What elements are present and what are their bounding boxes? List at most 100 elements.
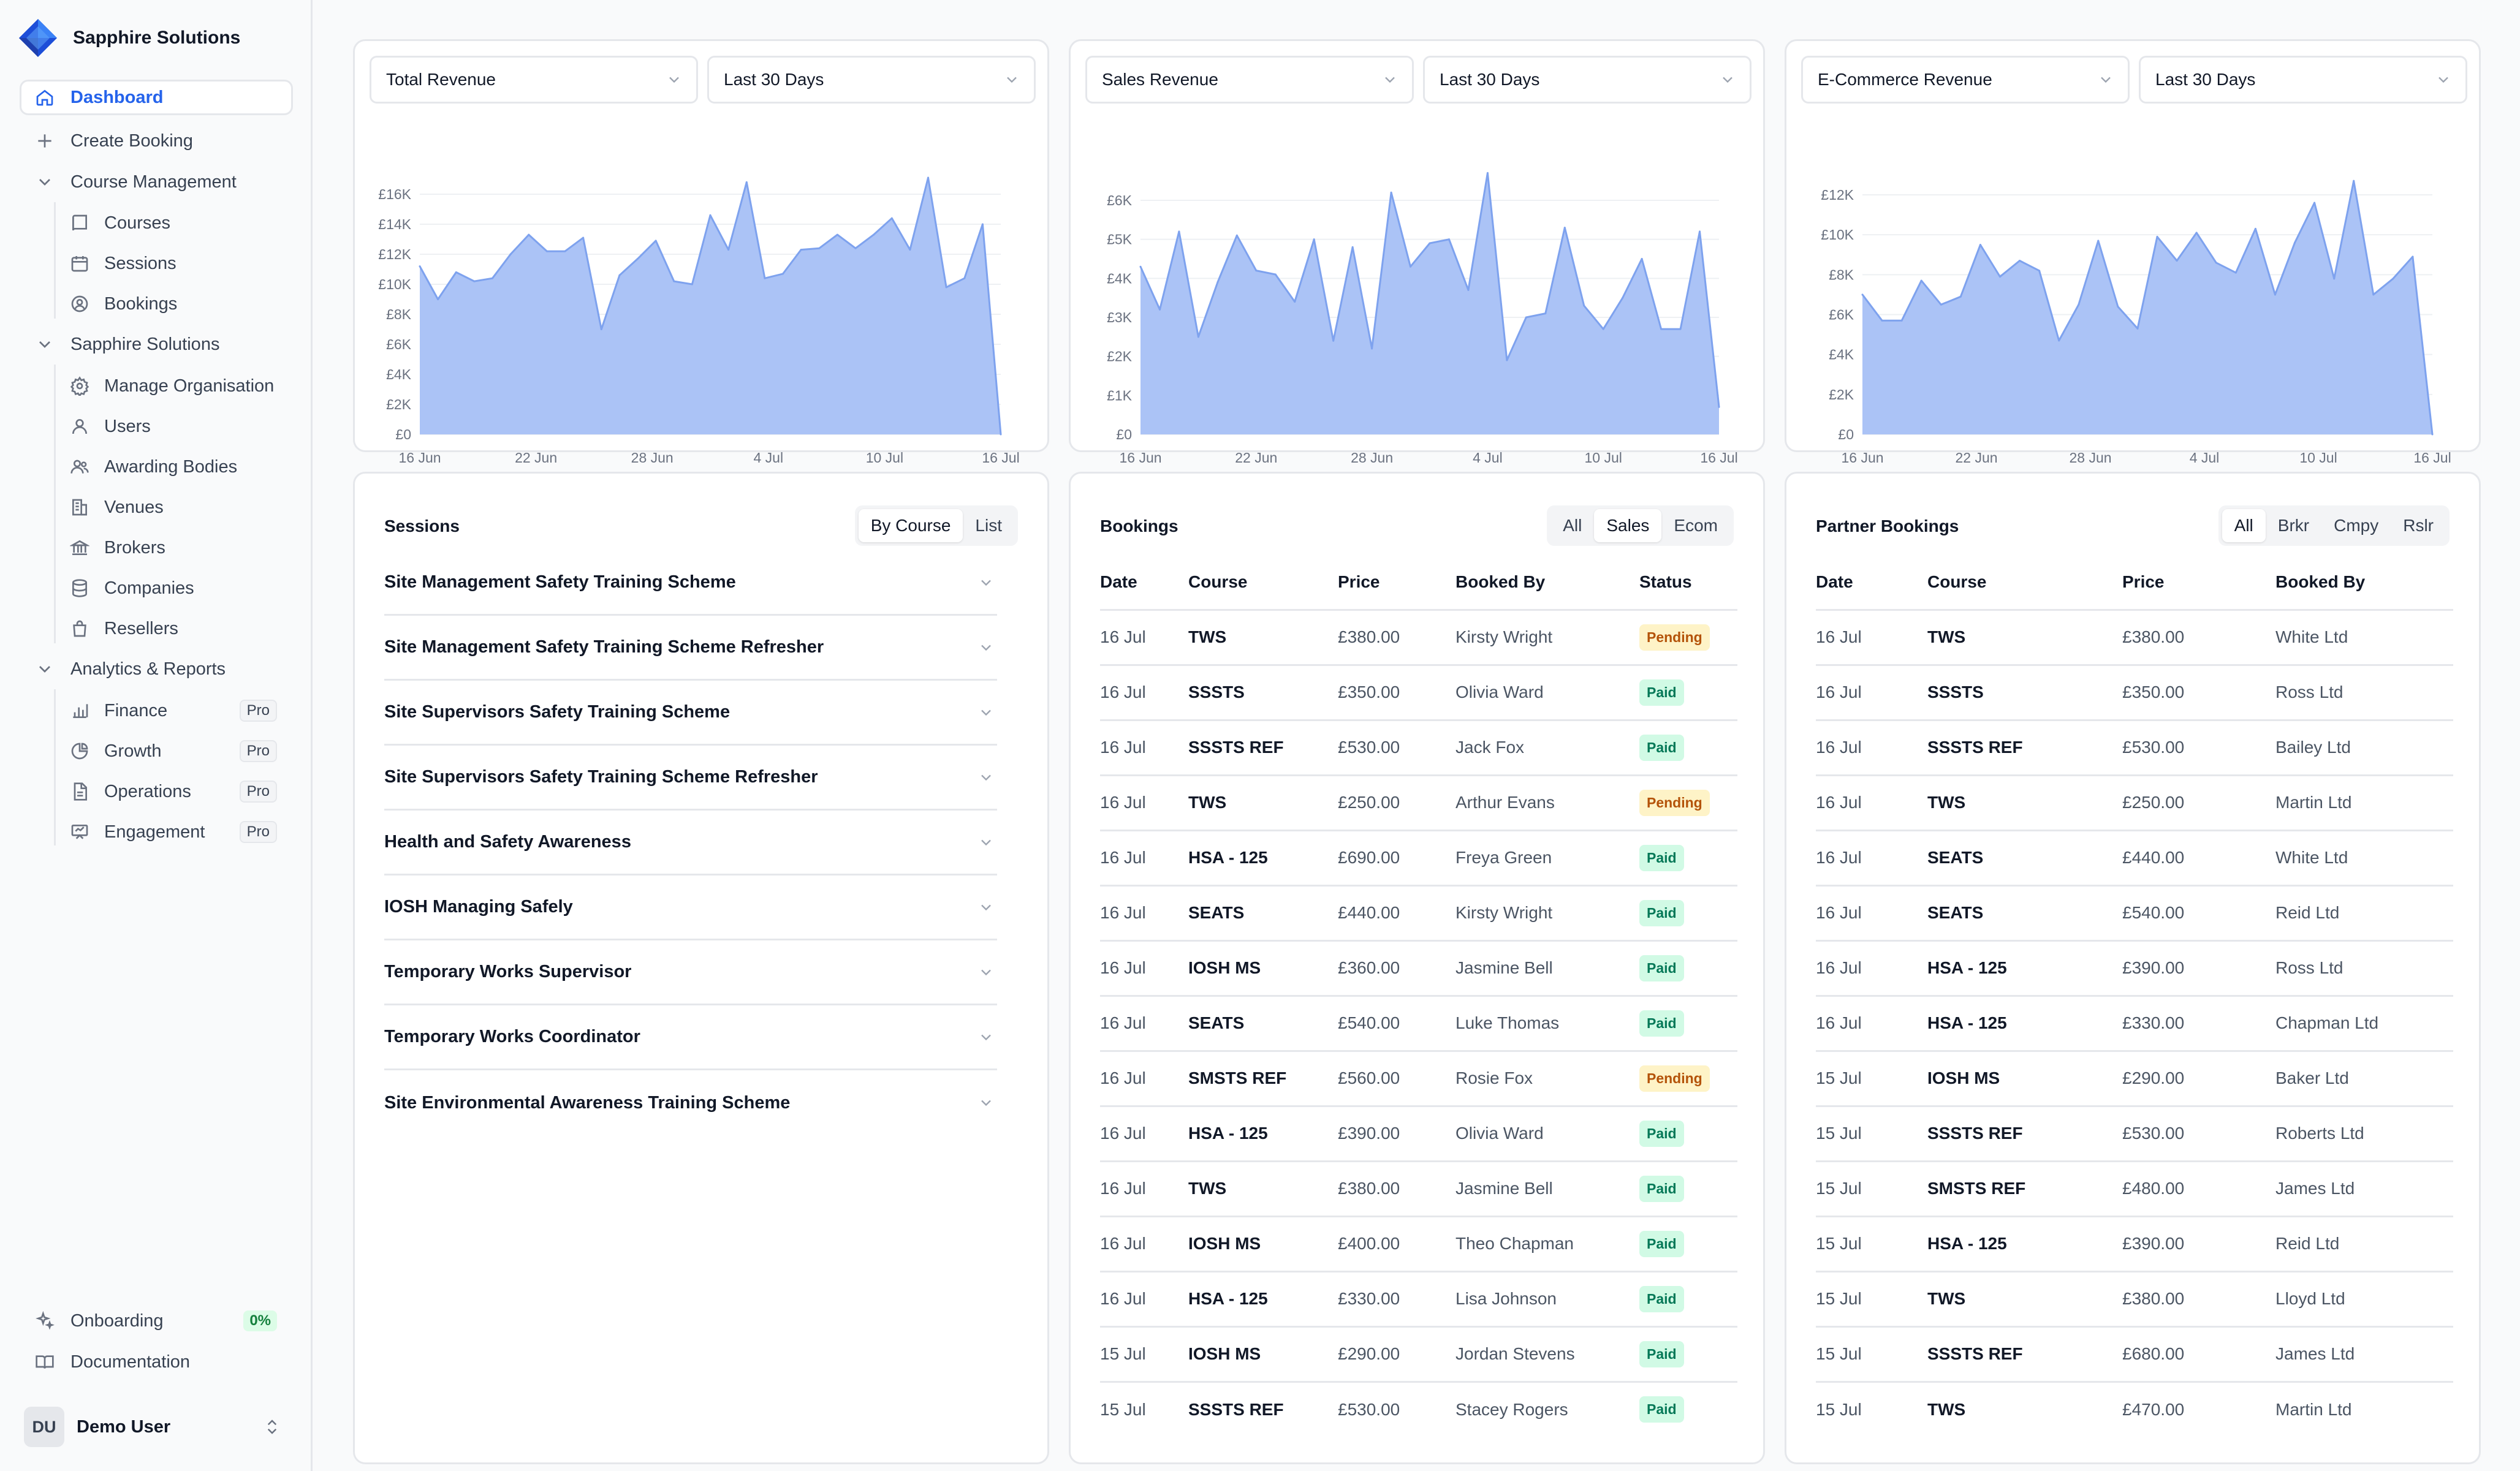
table-row[interactable]: 15 Jul TWS £380.00 Lloyd Ltd: [1816, 1271, 2453, 1328]
sidebar-section-organisation[interactable]: Sapphire Solutions: [35, 327, 219, 362]
sidebar-item-brokers[interactable]: Brokers: [70, 530, 165, 565]
table-row[interactable]: 16 Jul HSA - 125 £390.00 Ross Ltd: [1816, 940, 2453, 997]
metric-select[interactable]: Sales Revenue: [1085, 56, 1414, 104]
metric-select[interactable]: E-Commerce Revenue: [1801, 56, 2130, 104]
sidebar-item-resellers[interactable]: Resellers: [70, 611, 178, 646]
table-row[interactable]: 16 Jul HSA - 125 £690.00 Freya Green Paid: [1100, 830, 1737, 887]
sidebar-item-operations[interactable]: Operations Pro: [70, 774, 277, 809]
session-course-row[interactable]: Temporary Works Coordinator: [384, 1005, 997, 1070]
table-row[interactable]: 16 Jul SEATS £440.00 White Ltd: [1816, 830, 2453, 887]
column-header[interactable]: Booked By: [2275, 556, 2453, 611]
x-tick-label: 4 Jul: [1473, 450, 1503, 466]
session-course-row[interactable]: Site Management Safety Training Scheme R…: [384, 616, 997, 681]
column-header[interactable]: Date: [1100, 556, 1188, 611]
table-row[interactable]: 16 Jul HSA - 125 £330.00 Lisa Johnson Paid: [1100, 1271, 1737, 1328]
sidebar-item-documentation[interactable]: Documentation: [35, 1344, 190, 1380]
column-header[interactable]: Price: [2122, 556, 2275, 611]
table-row[interactable]: 16 Jul HSA - 125 £390.00 Olivia Ward Paid: [1100, 1106, 1737, 1162]
chevron-down-icon: [1385, 77, 1395, 83]
period-select[interactable]: Last 30 Days: [2139, 56, 2467, 104]
user-menu[interactable]: DU Demo User: [24, 1407, 281, 1447]
table-row[interactable]: 16 Jul TWS £250.00 Martin Ltd: [1816, 775, 2453, 831]
sidebar-item-onboarding[interactable]: Onboarding 0%: [35, 1303, 277, 1339]
course-cell: TWS: [1927, 610, 2122, 666]
column-header[interactable]: Status: [1639, 556, 1737, 611]
by-cell: Freya Green: [1455, 830, 1639, 887]
sidebar-item-growth[interactable]: Growth Pro: [70, 733, 277, 769]
sidebar-item-create-booking[interactable]: Create Booking: [35, 123, 193, 159]
table-row[interactable]: 15 Jul IOSH MS £290.00 Baker Ltd: [1816, 1051, 2453, 1107]
table-row[interactable]: 16 Jul SEATS £440.00 Kirsty Wright Paid: [1100, 885, 1737, 942]
brand[interactable]: Sapphire Solutions: [18, 18, 240, 58]
filter-all[interactable]: All: [1563, 516, 1582, 535]
session-course-row[interactable]: Temporary Works Supervisor: [384, 940, 997, 1005]
column-header[interactable]: Price: [1338, 556, 1455, 611]
data-point: [1622, 297, 1624, 299]
sidebar-item-courses[interactable]: Courses: [70, 205, 170, 241]
period-select[interactable]: Last 30 Days: [1423, 56, 1751, 104]
pro-badge: Pro: [239, 781, 277, 803]
filter-sales[interactable]: Sales: [1594, 509, 1662, 542]
table-row[interactable]: 16 Jul SEATS £540.00 Luke Thomas Paid: [1100, 996, 1737, 1052]
sidebar-item-venues[interactable]: Venues: [70, 490, 164, 525]
status-cell: Paid: [1639, 830, 1737, 887]
sidebar-section-course-management[interactable]: Course Management: [35, 164, 237, 200]
session-course-row[interactable]: IOSH Managing Safely: [384, 875, 997, 940]
toggle-by-course[interactable]: By Course: [858, 509, 963, 542]
table-row[interactable]: 16 Jul SSSTS £350.00 Olivia Ward Paid: [1100, 665, 1737, 721]
sidebar-item-users[interactable]: Users: [70, 409, 151, 444]
table-row[interactable]: 15 Jul SSSTS REF £530.00 Stacey Rogers Paid: [1100, 1382, 1737, 1437]
metric-select[interactable]: Total Revenue: [370, 56, 698, 104]
column-header[interactable]: Date: [1816, 556, 1927, 611]
table-row[interactable]: 16 Jul SMSTS REF £560.00 Rosie Fox Pending: [1100, 1051, 1737, 1107]
filter-all[interactable]: All: [2222, 509, 2266, 542]
bank-icon: [70, 540, 89, 555]
sidebar-item-companies[interactable]: Companies: [70, 570, 194, 606]
table-row[interactable]: 16 Jul IOSH MS £360.00 Jasmine Bell Paid: [1100, 940, 1737, 997]
table-row[interactable]: 16 Jul SSSTS REF £530.00 Bailey Ltd: [1816, 720, 2453, 776]
data-point: [1602, 328, 1604, 330]
column-header[interactable]: Course: [1188, 556, 1338, 611]
table-row[interactable]: 15 Jul SSSTS REF £530.00 Roberts Ltd: [1816, 1106, 2453, 1162]
table-row[interactable]: 16 Jul SSSTS £350.00 Ross Ltd: [1816, 665, 2453, 721]
filter-company[interactable]: Cmpy: [2334, 516, 2379, 535]
table-row[interactable]: 15 Jul SSSTS REF £680.00 James Ltd: [1816, 1326, 2453, 1383]
table-row[interactable]: 16 Jul HSA - 125 £330.00 Chapman Ltd: [1816, 996, 2453, 1052]
session-course-row[interactable]: Health and Safety Awareness: [384, 811, 997, 875]
sidebar-section-analytics[interactable]: Analytics & Reports: [35, 651, 226, 687]
filter-reseller[interactable]: Rslr: [2403, 516, 2434, 535]
sidebar-item-finance[interactable]: Finance Pro: [70, 693, 277, 728]
table-row[interactable]: 16 Jul TWS £380.00 Jasmine Bell Paid: [1100, 1161, 1737, 1217]
toggle-list[interactable]: List: [975, 516, 1002, 535]
table-row[interactable]: 16 Jul TWS £380.00 White Ltd: [1816, 610, 2453, 666]
column-header[interactable]: Course: [1927, 556, 2122, 611]
partner-bookings-table: Date Course Price Booked By 16 Jul TWS £38…: [1816, 556, 2453, 1437]
table-row[interactable]: 16 Jul SEATS £540.00 Reid Ltd: [1816, 885, 2453, 942]
table-row[interactable]: 15 Jul TWS £470.00 Martin Ltd: [1816, 1382, 2453, 1437]
sidebar-item-manage-organisation[interactable]: Manage Organisation: [70, 368, 274, 404]
period-select[interactable]: Last 30 Days: [707, 56, 1036, 104]
table-row[interactable]: 16 Jul SSSTS REF £530.00 Jack Fox Paid: [1100, 720, 1737, 776]
sidebar-item-sessions[interactable]: Sessions: [70, 246, 176, 281]
table-row[interactable]: 15 Jul IOSH MS £290.00 Jordan Stevens Paid: [1100, 1326, 1737, 1383]
filter-broker[interactable]: Brkr: [2277, 516, 2310, 535]
sidebar-item-engagement[interactable]: Engagement Pro: [70, 814, 277, 850]
session-course-row[interactable]: Site Environmental Awareness Training Sc…: [384, 1070, 997, 1135]
sidebar-item-bookings[interactable]: Bookings: [70, 286, 177, 322]
session-course-row[interactable]: Site Management Safety Training Scheme: [384, 551, 997, 616]
session-course-name: IOSH Managing Safely: [384, 897, 573, 917]
sidebar-item-label: Operations: [104, 781, 191, 801]
session-course-row[interactable]: Site Supervisors Safety Training Scheme …: [384, 746, 997, 811]
table-row[interactable]: 16 Jul IOSH MS £400.00 Theo Chapman Paid: [1100, 1216, 1737, 1272]
filter-ecom[interactable]: Ecom: [1674, 516, 1718, 535]
table-row[interactable]: 16 Jul TWS £380.00 Kirsty Wright Pending: [1100, 610, 1737, 666]
sidebar-item-dashboard[interactable]: Dashboard: [20, 80, 293, 115]
sidebar-item-awarding-bodies[interactable]: Awarding Bodies: [70, 449, 237, 485]
status-cell: Paid: [1639, 1271, 1737, 1328]
session-course-row[interactable]: Site Supervisors Safety Training Scheme: [384, 681, 997, 746]
sidebar-item-label: Finance: [104, 700, 168, 720]
column-header[interactable]: Booked By: [1455, 556, 1639, 611]
table-row[interactable]: 15 Jul SMSTS REF £480.00 James Ltd: [1816, 1161, 2453, 1217]
table-row[interactable]: 16 Jul TWS £250.00 Arthur Evans Pending: [1100, 775, 1737, 831]
table-row[interactable]: 15 Jul HSA - 125 £390.00 Reid Ltd: [1816, 1216, 2453, 1272]
